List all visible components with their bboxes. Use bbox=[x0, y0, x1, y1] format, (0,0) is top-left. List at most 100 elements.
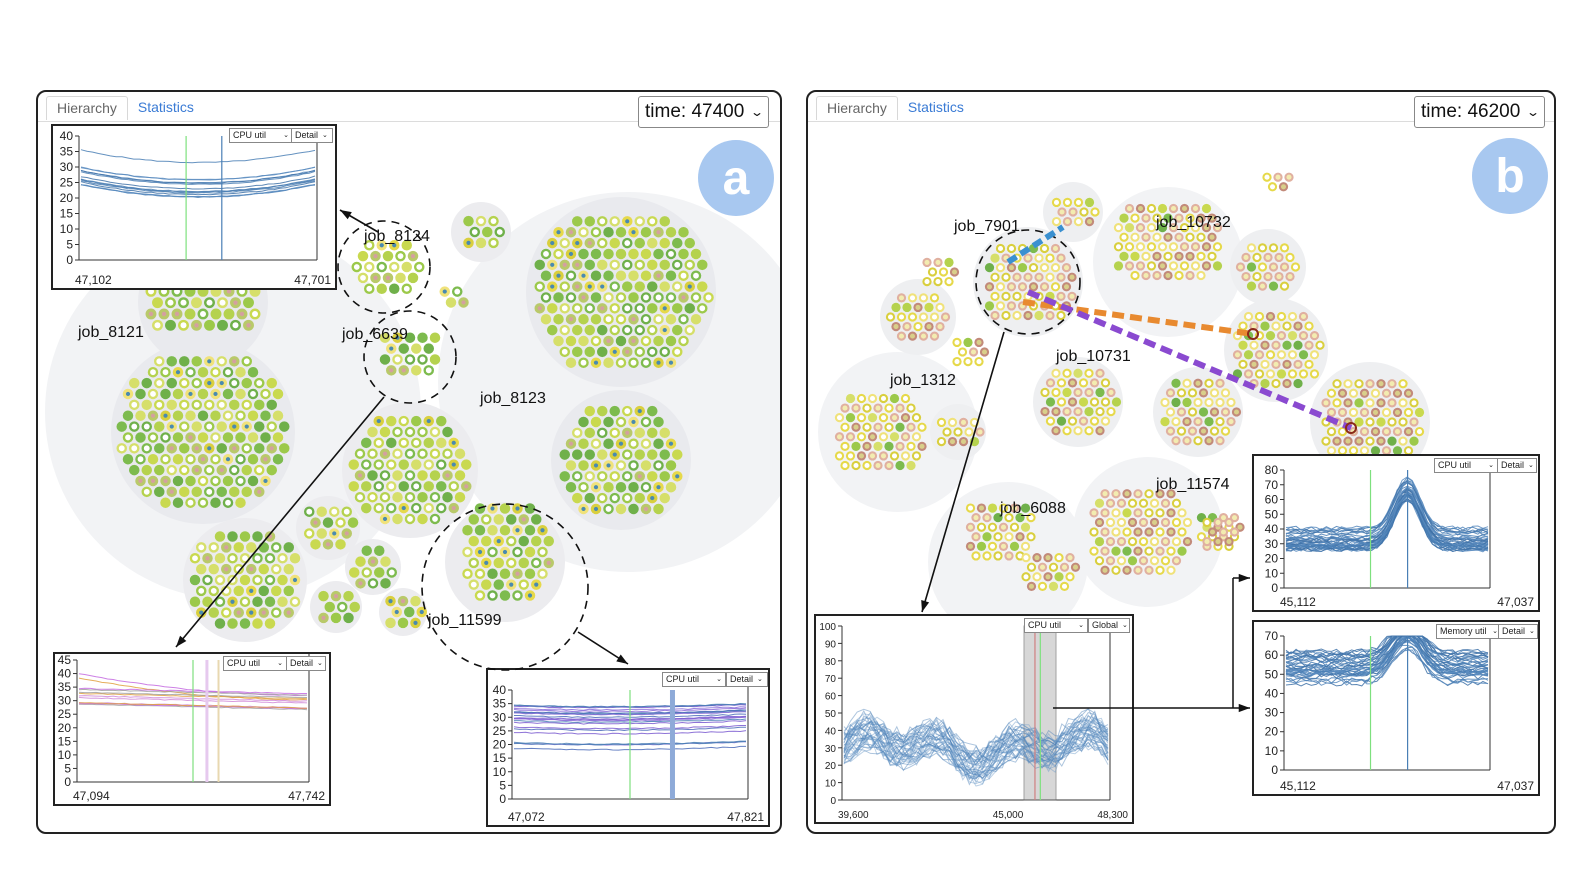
bubble bbox=[316, 506, 327, 517]
bubble-core bbox=[1061, 583, 1068, 589]
job-label[interactable]: job_1312 bbox=[890, 372, 956, 389]
bubble bbox=[1111, 546, 1121, 556]
job-label[interactable]: job_6639 bbox=[342, 326, 408, 343]
job-label[interactable]: job_11599 bbox=[428, 612, 502, 629]
bubble-core bbox=[973, 534, 979, 540]
mode-select[interactable]: Detail ⌄ bbox=[286, 656, 326, 671]
tab-hierarchy[interactable]: Hierarchy bbox=[46, 96, 128, 120]
bubble-core bbox=[915, 324, 921, 330]
line-chart-inset[interactable]: 45 40 35 30 25 20 15 10 5 0 47,094 47,742 CPU util ⌄… bbox=[53, 652, 331, 806]
bubble-core bbox=[400, 439, 407, 446]
bubble bbox=[634, 427, 645, 439]
bubble-core bbox=[886, 462, 892, 469]
y-tick-label: 0 bbox=[499, 792, 506, 806]
bubble-core bbox=[1140, 558, 1147, 564]
bubble-core bbox=[593, 360, 599, 365]
bubble-core bbox=[1006, 553, 1012, 559]
bubble bbox=[191, 297, 202, 309]
metric-select[interactable]: CPU util ⌄ bbox=[223, 656, 287, 671]
bubble-core bbox=[1030, 303, 1037, 309]
bubble-core bbox=[1168, 510, 1174, 516]
bubble bbox=[665, 481, 677, 493]
bubble-core bbox=[1251, 361, 1257, 367]
mode-select[interactable]: Detail ⌄ bbox=[1497, 458, 1537, 473]
chevron-down-icon: ⌄ bbox=[283, 132, 289, 139]
bubble-core bbox=[1135, 529, 1141, 535]
bubble-core bbox=[1086, 389, 1092, 395]
bubble-core bbox=[1289, 371, 1296, 377]
tab-statistics[interactable]: Statistics bbox=[897, 96, 974, 120]
bubble-core bbox=[586, 305, 593, 312]
series-line bbox=[843, 732, 1109, 785]
bubble bbox=[572, 324, 583, 336]
bubble-core bbox=[909, 295, 916, 301]
bubble-core bbox=[206, 488, 213, 495]
bubble-core bbox=[1118, 519, 1125, 525]
bubble-core bbox=[636, 305, 643, 312]
metric-select[interactable]: CPU util ⌄ bbox=[229, 128, 293, 143]
bubble-core bbox=[370, 580, 376, 587]
mode-select[interactable]: Global ⌄ bbox=[1088, 618, 1130, 633]
bubble-core bbox=[188, 435, 193, 440]
job-label[interactable]: job_6088 bbox=[1000, 500, 1066, 517]
job-label[interactable]: job_7901 bbox=[954, 218, 1020, 235]
bubble-core bbox=[1411, 400, 1417, 406]
series-line bbox=[843, 715, 1109, 763]
bubble-core bbox=[1143, 253, 1149, 259]
bubble-core bbox=[470, 559, 477, 566]
time-select[interactable]: time: 46200 ⌄ bbox=[1414, 96, 1546, 128]
mode-select[interactable]: Detail ⌄ bbox=[726, 672, 768, 687]
metric-select[interactable]: CPU util ⌄ bbox=[1434, 458, 1498, 473]
bubble-core bbox=[143, 445, 150, 452]
line-chart-inset[interactable]: 40 35 30 25 20 15 10 5 0 47,072 47,821 CPU util ⌄ D… bbox=[486, 668, 770, 827]
bubble-core bbox=[898, 314, 905, 320]
bubble bbox=[889, 393, 900, 404]
job-label[interactable]: job_10731 bbox=[1056, 348, 1131, 365]
metric-select[interactable]: CPU util ⌄ bbox=[1024, 618, 1088, 633]
bubble-core bbox=[419, 609, 424, 615]
tab-statistics[interactable]: Statistics bbox=[127, 96, 204, 120]
metric-select[interactable]: CPU util ⌄ bbox=[662, 672, 726, 687]
line-chart-inset[interactable]: 40 35 30 25 20 15 10 5 0 47,102 47,701 CPU util ⌄ D… bbox=[51, 124, 337, 290]
job-label[interactable]: job_10732 bbox=[1156, 214, 1231, 231]
bubble-core bbox=[388, 569, 395, 576]
line-chart-inset[interactable]: 80 70 60 50 40 30 20 10 0 45,112 47,037 CPU util ⌄ … bbox=[1252, 454, 1540, 612]
bubble-core bbox=[668, 294, 674, 301]
job-label[interactable]: job_11574 bbox=[1156, 476, 1230, 493]
bubble-core bbox=[1209, 253, 1215, 259]
bubble-core bbox=[1245, 313, 1252, 320]
bubble-core bbox=[1259, 283, 1266, 289]
bubble-core bbox=[1075, 389, 1081, 395]
metric-select[interactable]: Memory util ⌄ bbox=[1436, 624, 1502, 639]
job-label[interactable]: job_8121 bbox=[78, 324, 144, 341]
bubble-core bbox=[1234, 352, 1241, 358]
bubble bbox=[565, 357, 577, 368]
bubble-core bbox=[1240, 323, 1246, 329]
bubble-core bbox=[432, 429, 438, 435]
bubble-core bbox=[1167, 390, 1174, 396]
tab-hierarchy[interactable]: Hierarchy bbox=[816, 96, 898, 120]
bubble-core bbox=[1176, 253, 1182, 259]
bubble bbox=[597, 449, 608, 460]
bubble-core bbox=[908, 424, 914, 430]
bubble bbox=[417, 332, 428, 343]
bubble-core bbox=[267, 534, 273, 539]
bubble bbox=[889, 432, 900, 442]
bubble bbox=[628, 292, 639, 303]
mode-select[interactable]: Detail ⌄ bbox=[291, 128, 333, 143]
bubble bbox=[1276, 369, 1287, 379]
bubble bbox=[184, 308, 196, 320]
bubble bbox=[984, 301, 995, 311]
bubble-core bbox=[593, 229, 599, 236]
job-label[interactable]: job_8124 bbox=[364, 228, 430, 245]
mode-select[interactable]: Detail ⌄ bbox=[1498, 624, 1538, 639]
bubble bbox=[499, 590, 511, 601]
line-chart-inset-global[interactable]: 100 90 80 70 60 50 40 30 20 10 0 39,600 48,300 45,000… bbox=[814, 614, 1134, 824]
time-select[interactable]: time: 47400 ⌄ bbox=[638, 96, 770, 128]
mode-label: Detail bbox=[1502, 626, 1526, 636]
bubble-core bbox=[1124, 529, 1130, 535]
job-label[interactable]: job_8123 bbox=[480, 390, 546, 407]
line-chart-inset[interactable]: 70 60 50 40 30 20 10 0 45,112 47,037 Memory util ⌄… bbox=[1252, 620, 1540, 796]
bubble bbox=[361, 502, 372, 514]
bubble-core bbox=[1019, 303, 1026, 309]
